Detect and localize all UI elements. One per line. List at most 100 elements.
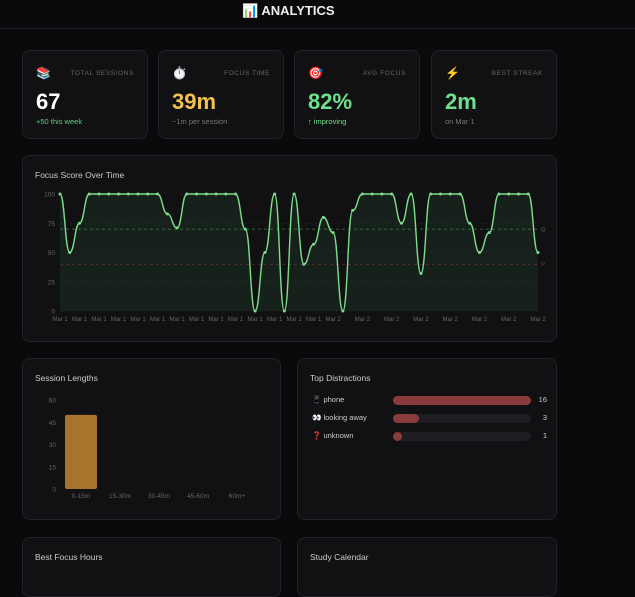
data-point bbox=[68, 251, 72, 254]
y-tick-label: 0 bbox=[51, 309, 55, 316]
data-point bbox=[282, 309, 286, 313]
distraction-count: 3 bbox=[542, 413, 547, 422]
x-tick-label: Mar 2 bbox=[355, 317, 371, 323]
stat-card: ⏱️ FOCUS TIME 39m ~1m per session bbox=[158, 50, 284, 139]
data-point bbox=[536, 251, 540, 254]
data-point bbox=[146, 192, 150, 196]
x-tick-label: Mar 2 bbox=[413, 317, 429, 323]
x-tick-label: Mar 1 bbox=[247, 317, 263, 323]
data-point bbox=[321, 215, 325, 219]
data-point bbox=[507, 192, 511, 196]
focus-score-title: Focus Score Over Time bbox=[35, 170, 125, 180]
data-point bbox=[370, 192, 374, 196]
x-tick-label: 30-45m bbox=[148, 493, 170, 500]
data-point bbox=[175, 226, 179, 230]
distraction-label: ❓ unknown bbox=[312, 431, 354, 440]
page-title: 📊 ANALYTICS bbox=[242, 3, 335, 18]
data-point bbox=[224, 192, 228, 196]
stat-subtext: ↑ improving bbox=[308, 117, 347, 126]
data-point bbox=[380, 192, 384, 196]
data-point bbox=[78, 221, 82, 225]
stat-label: FOCUS TIME bbox=[224, 70, 270, 77]
data-point bbox=[243, 227, 247, 231]
data-point bbox=[458, 192, 462, 196]
data-point bbox=[331, 231, 335, 235]
data-point bbox=[351, 208, 355, 212]
stat-value: 39m bbox=[172, 89, 217, 114]
y-tick-label: 75 bbox=[48, 221, 56, 228]
distractions-card: Top Distractions 📱 phone 16 👀 looking awa… bbox=[297, 358, 557, 520]
stat-card: 📚 TOTAL SESSIONS 67 +50 this week bbox=[22, 50, 148, 139]
x-tick-label: Mar 1 bbox=[286, 317, 302, 323]
stat-value: 82% bbox=[308, 89, 353, 114]
header: 📊 ANALYTICS bbox=[0, 0, 635, 29]
x-tick-label: Mar 1 bbox=[169, 317, 185, 323]
stat-value: 2m bbox=[445, 89, 477, 114]
stat-subtext: ~1m per session bbox=[172, 117, 228, 126]
distraction-bar-track bbox=[393, 396, 531, 405]
data-point bbox=[390, 192, 394, 196]
data-point bbox=[117, 192, 121, 196]
x-tick-label: Mar 1 bbox=[72, 317, 88, 323]
x-tick-label: Mar 1 bbox=[189, 317, 205, 323]
reference-line-label: P bbox=[541, 263, 545, 269]
distraction-row: ❓ unknown 1 bbox=[312, 430, 547, 442]
study-calendar-title: Study Calendar bbox=[310, 552, 369, 562]
data-point bbox=[312, 242, 316, 246]
data-point bbox=[409, 192, 413, 196]
x-tick-label: Mar 1 bbox=[91, 317, 107, 323]
data-point bbox=[87, 192, 91, 196]
data-point bbox=[438, 192, 442, 196]
data-point bbox=[468, 221, 472, 225]
data-point bbox=[97, 192, 101, 196]
data-point bbox=[136, 192, 140, 196]
data-point bbox=[126, 192, 130, 196]
x-tick-label: Mar 1 bbox=[208, 317, 224, 323]
x-tick-label: Mar 1 bbox=[130, 317, 146, 323]
y-tick-label: 60 bbox=[49, 398, 57, 405]
distraction-count: 1 bbox=[542, 431, 547, 440]
study-calendar-card: Study Calendar bbox=[297, 537, 557, 597]
distraction-bar-fill bbox=[393, 432, 402, 441]
data-point bbox=[214, 192, 218, 196]
data-point bbox=[234, 192, 238, 196]
y-tick-label: 15 bbox=[49, 464, 57, 471]
data-point bbox=[185, 192, 189, 196]
data-point bbox=[341, 309, 345, 313]
stat-subtext: +50 this week bbox=[36, 117, 83, 126]
data-point bbox=[58, 192, 62, 196]
session-lengths-card: Session Lengths 0 15 30 45 60 0-15m 15-30m 30-4… bbox=[22, 358, 281, 520]
x-tick-label: 60m+ bbox=[229, 493, 246, 500]
best-focus-hours-card: Best Focus Hours bbox=[22, 537, 281, 597]
stat-subtext: on Mar 1 bbox=[445, 117, 475, 126]
data-point bbox=[487, 231, 491, 235]
best-focus-hours-title: Best Focus Hours bbox=[35, 552, 103, 562]
x-tick-label: Mar 2 bbox=[501, 317, 517, 323]
x-tick-label: Mar 2 bbox=[325, 317, 341, 323]
distraction-label: 📱 phone bbox=[312, 395, 345, 404]
reference-line-label: G bbox=[541, 228, 546, 234]
distraction-count: 16 bbox=[538, 395, 547, 404]
x-tick-label: Mar 2 bbox=[384, 317, 400, 323]
stat-label: AVG FOCUS bbox=[362, 70, 406, 77]
y-tick-label: 25 bbox=[48, 279, 56, 286]
x-tick-label: Mar 1 bbox=[267, 317, 283, 323]
distraction-bar-track bbox=[393, 432, 531, 441]
x-tick-label: Mar 1 bbox=[52, 317, 68, 323]
distraction-bar-fill bbox=[393, 414, 419, 423]
series-line bbox=[59, 193, 539, 312]
lightning-icon: ⚡ bbox=[445, 66, 460, 80]
x-tick-label: 45-60m bbox=[187, 493, 209, 500]
y-tick-label: 100 bbox=[44, 192, 55, 199]
x-tick-label: 15-30m bbox=[109, 493, 131, 500]
x-tick-label: Mar 1 bbox=[111, 317, 127, 323]
stat-card: 🎯 AVG FOCUS 82% ↑ improving bbox=[294, 50, 420, 139]
session-lengths-title: Session Lengths bbox=[35, 373, 98, 383]
stopwatch-icon: ⏱️ bbox=[172, 66, 187, 80]
distraction-label: 👀 looking away bbox=[312, 413, 367, 422]
data-point bbox=[429, 192, 433, 196]
distraction-bar-track bbox=[393, 414, 531, 423]
y-tick-label: 50 bbox=[48, 250, 56, 257]
